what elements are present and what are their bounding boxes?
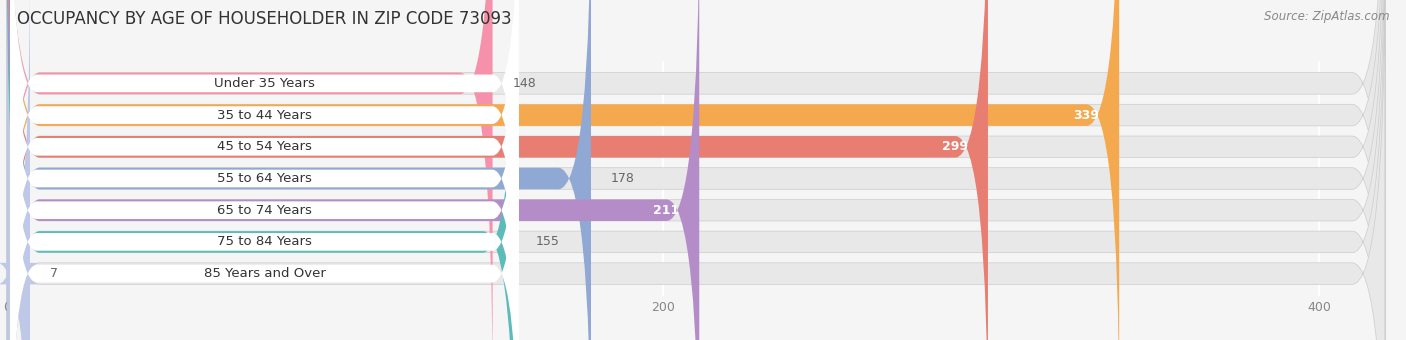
Text: OCCUPANCY BY AGE OF HOUSEHOLDER IN ZIP CODE 73093: OCCUPANCY BY AGE OF HOUSEHOLDER IN ZIP C… [17,10,512,28]
FancyBboxPatch shape [7,0,699,340]
FancyBboxPatch shape [7,0,1385,340]
Text: 211: 211 [654,204,679,217]
FancyBboxPatch shape [7,0,1385,340]
FancyBboxPatch shape [10,0,519,340]
FancyBboxPatch shape [10,0,519,340]
Text: 7: 7 [49,267,58,280]
FancyBboxPatch shape [7,0,1385,340]
FancyBboxPatch shape [10,29,519,340]
FancyBboxPatch shape [7,0,591,340]
FancyBboxPatch shape [7,0,516,340]
FancyBboxPatch shape [10,0,519,340]
FancyBboxPatch shape [10,0,519,328]
FancyBboxPatch shape [7,0,1385,340]
Text: 339: 339 [1074,108,1099,122]
Text: 85 Years and Over: 85 Years and Over [204,267,326,280]
FancyBboxPatch shape [7,0,988,340]
Text: 55 to 64 Years: 55 to 64 Years [217,172,312,185]
FancyBboxPatch shape [10,0,519,340]
Text: 155: 155 [536,235,560,249]
FancyBboxPatch shape [7,0,1385,340]
FancyBboxPatch shape [7,0,492,340]
Text: 299: 299 [942,140,969,153]
Text: 148: 148 [512,77,536,90]
Text: 45 to 54 Years: 45 to 54 Years [217,140,312,153]
Text: 65 to 74 Years: 65 to 74 Years [217,204,312,217]
Text: Under 35 Years: Under 35 Years [214,77,315,90]
Text: 178: 178 [610,172,634,185]
FancyBboxPatch shape [10,0,519,340]
FancyBboxPatch shape [7,0,1119,340]
FancyBboxPatch shape [7,0,1385,340]
FancyBboxPatch shape [0,0,39,340]
FancyBboxPatch shape [7,0,1385,340]
Text: 35 to 44 Years: 35 to 44 Years [217,108,312,122]
Text: Source: ZipAtlas.com: Source: ZipAtlas.com [1264,10,1389,23]
Text: 75 to 84 Years: 75 to 84 Years [217,235,312,249]
